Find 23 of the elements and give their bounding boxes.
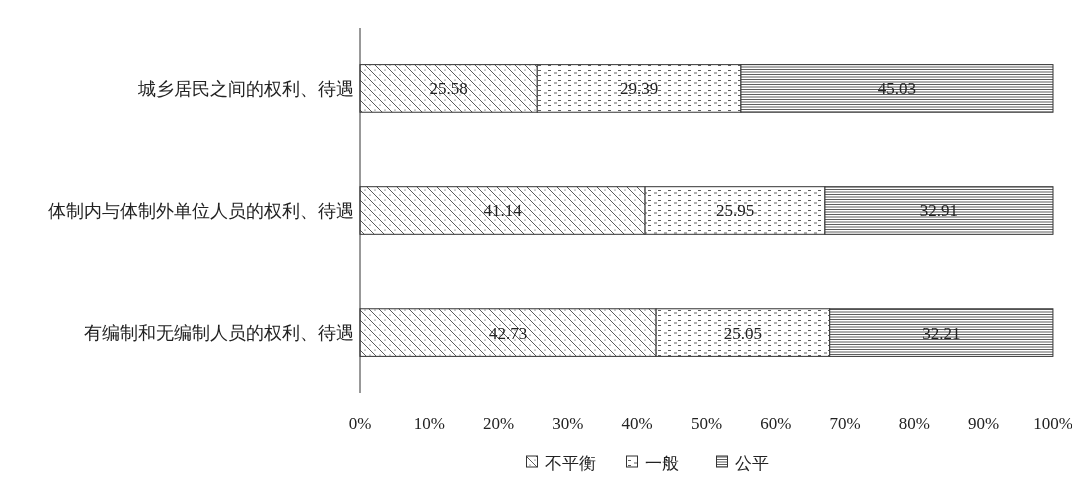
x-tick-label: 80% — [898, 414, 930, 433]
y-tick-label: 城乡居民之间的权利、待遇 — [137, 78, 354, 99]
legend-label: 公平 — [734, 453, 769, 473]
x-tick-label: 20% — [483, 414, 515, 433]
data-label: 29.39 — [619, 79, 659, 99]
y-tick-label: 体制内与体制外单位人员的权利、待遇 — [48, 200, 354, 221]
legend-label: 一般 — [644, 453, 679, 473]
y-tick-label: 有编制和无编制人员的权利、待遇 — [84, 322, 354, 343]
x-tick-label: 90% — [968, 414, 1000, 433]
legend-label: 不平衡 — [544, 453, 596, 473]
x-tick-label: 100% — [1033, 414, 1073, 433]
data-label: 32.91 — [919, 201, 959, 221]
x-tick-label: 70% — [829, 414, 861, 433]
x-tick-label: 50% — [690, 414, 723, 433]
x-tick-label: 60% — [760, 414, 792, 433]
data-label: 25.05 — [723, 323, 763, 343]
x-tick-label: 30% — [552, 414, 584, 433]
x-tick-label: 10% — [413, 414, 445, 433]
x-tick-label: 0% — [348, 414, 372, 433]
x-tick-label: 40% — [621, 414, 653, 433]
data-label: 32.21 — [922, 323, 961, 343]
data-label: 45.03 — [877, 79, 917, 99]
data-label: 25.95 — [715, 201, 755, 221]
